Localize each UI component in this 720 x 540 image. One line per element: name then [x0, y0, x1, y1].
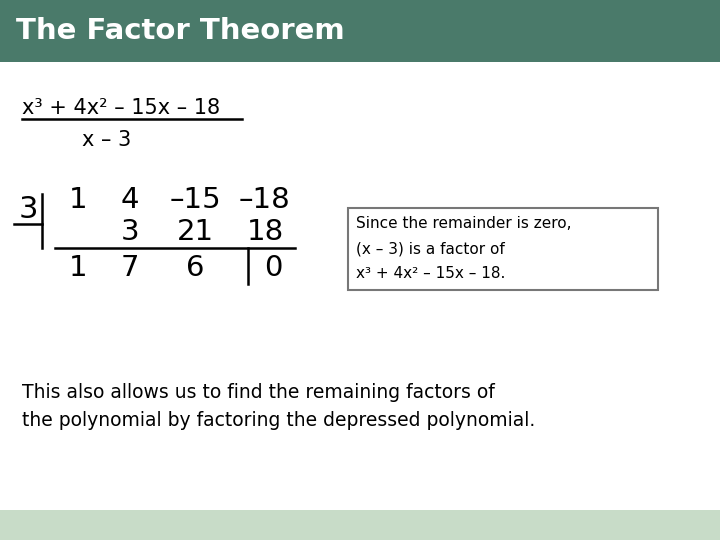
Text: Since the remainder is zero,: Since the remainder is zero, — [356, 217, 572, 232]
Text: 18: 18 — [246, 218, 284, 246]
Text: 4: 4 — [121, 186, 139, 214]
Text: 1: 1 — [68, 186, 87, 214]
Text: 0: 0 — [264, 254, 282, 282]
Text: (x – 3) is a factor of: (x – 3) is a factor of — [356, 241, 505, 256]
Text: This also allows us to find the remaining factors of: This also allows us to find the remainin… — [22, 383, 495, 402]
Text: –18: –18 — [239, 186, 291, 214]
Text: x³ + 4x² – 15x – 18.: x³ + 4x² – 15x – 18. — [356, 267, 505, 281]
FancyBboxPatch shape — [0, 0, 720, 62]
Text: The Factor Theorem: The Factor Theorem — [16, 17, 345, 45]
Text: 3: 3 — [18, 195, 37, 225]
Text: the polynomial by factoring the depressed polynomial.: the polynomial by factoring the depresse… — [22, 410, 535, 429]
Text: 3: 3 — [121, 218, 139, 246]
FancyBboxPatch shape — [348, 208, 658, 290]
Text: x³ + 4x² – 15x – 18: x³ + 4x² – 15x – 18 — [22, 98, 220, 118]
Text: x – 3: x – 3 — [82, 130, 131, 150]
Text: –15: –15 — [169, 186, 221, 214]
Text: 7: 7 — [121, 254, 139, 282]
FancyBboxPatch shape — [0, 62, 720, 510]
Text: 1: 1 — [68, 254, 87, 282]
Text: 6: 6 — [186, 254, 204, 282]
Text: 21: 21 — [176, 218, 214, 246]
